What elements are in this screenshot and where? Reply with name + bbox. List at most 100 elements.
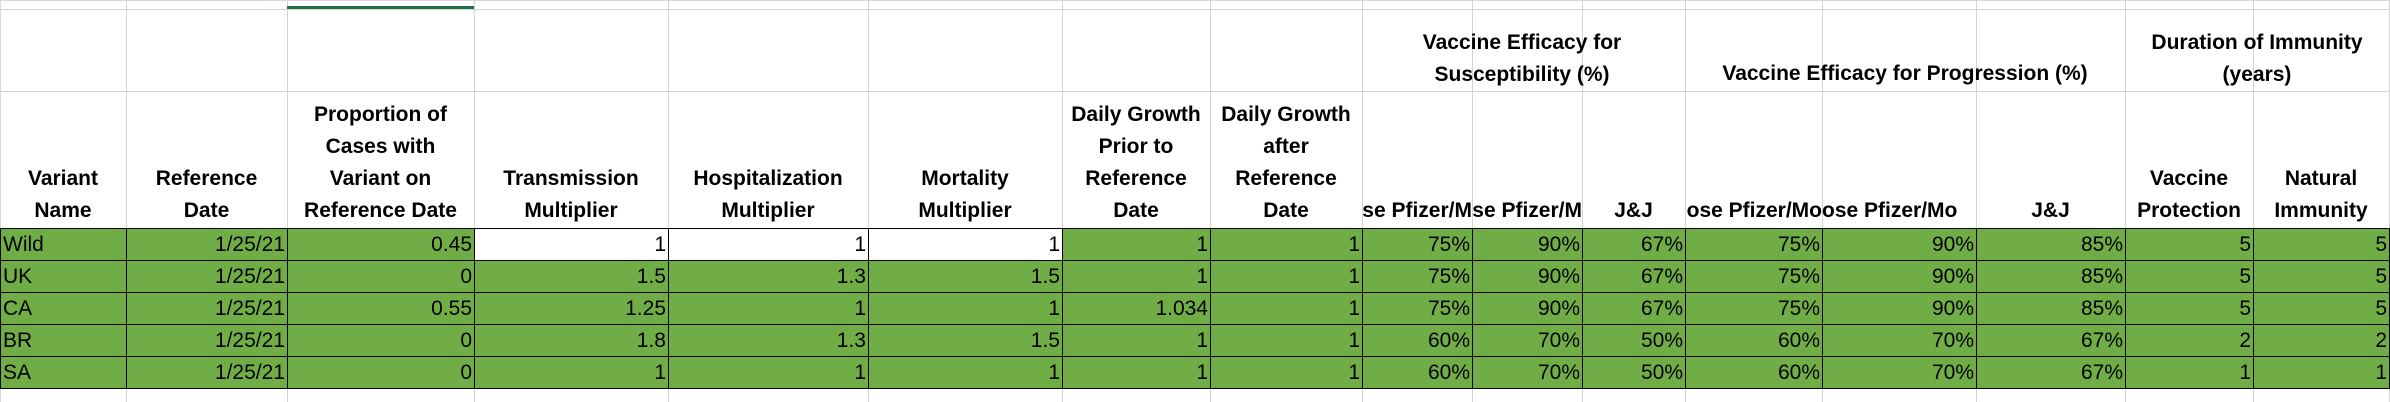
cell-susceptibility-pfizer-1[interactable]: 75%	[1362, 228, 1473, 261]
cell-date[interactable]: 1/25/21	[126, 260, 288, 293]
cell-vaccine-protection[interactable]: 2	[2125, 324, 2254, 357]
cell-date[interactable]: 1/25/21	[126, 228, 288, 261]
group-header-progression[interactable]: Vaccine Efficacy for Progression (%)	[1722, 62, 2088, 85]
cell-growth-prior[interactable]: 1	[1062, 228, 1211, 261]
cell-hospitalization[interactable]: 1	[668, 356, 869, 389]
cell-progression-pfizer-1[interactable]: 75%	[1685, 260, 1823, 293]
cell-mortality[interactable]: 1.5	[868, 260, 1063, 293]
header-progression-pfizer-2[interactable]: ose Pfizer/Mo	[1822, 199, 1958, 222]
cell-vaccine-protection[interactable]: 5	[2125, 228, 2254, 261]
header-susceptibility-pfizer-1[interactable]: se Pfizer/M	[1362, 199, 1472, 222]
cell-natural-immunity[interactable]: 5	[2253, 292, 2390, 325]
cell-progression-jj[interactable]: 85%	[1976, 260, 2126, 293]
cell-growth-after[interactable]: 1	[1210, 324, 1363, 357]
header-vaccine-protection[interactable]: Vaccine Protection	[2137, 167, 2241, 222]
cell-mortality[interactable]: 1	[868, 292, 1063, 325]
cell-progression-jj[interactable]: 85%	[1976, 228, 2126, 261]
cell-natural-immunity[interactable]: 5	[2253, 260, 2390, 293]
cell-date[interactable]: 1/25/21	[126, 356, 288, 389]
cell-progression-pfizer-1[interactable]: 75%	[1685, 292, 1823, 325]
header-natural-immunity[interactable]: Natural Immunity	[2274, 167, 2368, 222]
cell-susceptibility-pfizer-2[interactable]: 70%	[1472, 324, 1583, 357]
cell-susceptibility-jj[interactable]: 67%	[1582, 292, 1686, 325]
cell-progression-pfizer-1[interactable]: 75%	[1685, 228, 1823, 261]
cell-date[interactable]: 1/25/21	[126, 292, 288, 325]
cell-date[interactable]: 1/25/21	[126, 324, 288, 357]
header-proportion[interactable]: Proportion of Cases with Variant on Refe…	[304, 103, 457, 222]
cell-growth-after[interactable]: 1	[1210, 228, 1363, 261]
cell-mortality[interactable]: 1	[868, 228, 1063, 261]
cell-growth-after[interactable]: 1	[1210, 292, 1363, 325]
cell-growth-after[interactable]: 1	[1210, 260, 1363, 293]
cell-progression-pfizer-1[interactable]: 60%	[1685, 356, 1823, 389]
cell-mortality[interactable]: 1.5	[868, 324, 1063, 357]
cell-susceptibility-pfizer-2[interactable]: 90%	[1472, 260, 1583, 293]
cell-hospitalization[interactable]: 1	[668, 292, 869, 325]
header-growth-prior[interactable]: Daily Growth Prior to Reference Date	[1071, 103, 1201, 222]
cell-susceptibility-pfizer-1[interactable]: 60%	[1362, 356, 1473, 389]
cell-progression-jj[interactable]: 67%	[1976, 356, 2126, 389]
cell-transmission[interactable]: 1.5	[474, 260, 669, 293]
cell-progression-pfizer-2[interactable]: 90%	[1822, 292, 1977, 325]
cell-proportion[interactable]: 0.45	[287, 228, 475, 261]
cell-growth-after[interactable]: 1	[1210, 356, 1363, 389]
cell-vaccine-protection[interactable]: 1	[2125, 356, 2254, 389]
header-transmission-multiplier[interactable]: Transmission Multiplier	[503, 167, 639, 222]
cell-mortality[interactable]: 1	[868, 356, 1063, 389]
cell-natural-immunity[interactable]: 2	[2253, 324, 2390, 357]
cell-name[interactable]: BR	[0, 324, 127, 357]
group-header-immunity[interactable]: Duration of Immunity (years)	[2151, 31, 2363, 86]
cell-vaccine-protection[interactable]: 5	[2125, 260, 2254, 293]
cell-susceptibility-jj[interactable]: 50%	[1582, 324, 1686, 357]
group-header-susceptibility[interactable]: Vaccine Efficacy for Susceptibility (%)	[1422, 31, 1622, 86]
cell-transmission[interactable]: 1.25	[474, 292, 669, 325]
cell-name[interactable]: UK	[0, 260, 127, 293]
cell-growth-prior[interactable]: 1.034	[1062, 292, 1211, 325]
header-progression-jj[interactable]: J&J	[2031, 199, 2070, 222]
cell-transmission[interactable]: 1	[474, 228, 669, 261]
cell-transmission[interactable]: 1.8	[474, 324, 669, 357]
cell-susceptibility-jj[interactable]: 50%	[1582, 356, 1686, 389]
header-hospitalization-multiplier[interactable]: Hospitalization Multiplier	[693, 167, 843, 222]
cell-progression-jj[interactable]: 85%	[1976, 292, 2126, 325]
cell-susceptibility-jj[interactable]: 67%	[1582, 260, 1686, 293]
cell-progression-pfizer-1[interactable]: 60%	[1685, 324, 1823, 357]
header-reference-date[interactable]: Reference Date	[155, 167, 258, 222]
cell-susceptibility-pfizer-1[interactable]: 75%	[1362, 260, 1473, 293]
cell-hospitalization[interactable]: 1.3	[668, 324, 869, 357]
header-variant-name[interactable]: Variant Name	[27, 167, 99, 222]
cell-proportion[interactable]: 0.55	[287, 292, 475, 325]
cell-name[interactable]: Wild	[0, 228, 127, 261]
cell-susceptibility-pfizer-2[interactable]: 90%	[1472, 228, 1583, 261]
cell-proportion[interactable]: 0	[287, 356, 475, 389]
cell-susceptibility-pfizer-1[interactable]: 75%	[1362, 292, 1473, 325]
cell-natural-immunity[interactable]: 5	[2253, 228, 2390, 261]
cell-susceptibility-pfizer-1[interactable]: 60%	[1362, 324, 1473, 357]
cell-hospitalization[interactable]: 1.3	[668, 260, 869, 293]
header-susceptibility-pfizer-2[interactable]: se Pfizer/M	[1472, 199, 1582, 222]
cell-susceptibility-pfizer-2[interactable]: 70%	[1472, 356, 1583, 389]
header-mortality-multiplier[interactable]: Mortality Multiplier	[918, 167, 1012, 222]
cell-transmission[interactable]: 1	[474, 356, 669, 389]
cell-progression-jj[interactable]: 67%	[1976, 324, 2126, 357]
cell-growth-prior[interactable]: 1	[1062, 324, 1211, 357]
cell-progression-pfizer-2[interactable]: 70%	[1822, 324, 1977, 357]
cell-natural-immunity[interactable]: 1	[2253, 356, 2390, 389]
cell-proportion[interactable]: 0	[287, 324, 475, 357]
cell-growth-prior[interactable]: 1	[1062, 260, 1211, 293]
cell-susceptibility-jj[interactable]: 67%	[1582, 228, 1686, 261]
cell-growth-prior[interactable]: 1	[1062, 356, 1211, 389]
cell-progression-pfizer-2[interactable]: 90%	[1822, 260, 1977, 293]
header-progression-pfizer-1[interactable]: ose Pfizer/Mo	[1686, 199, 1822, 222]
cell-hospitalization[interactable]: 1	[668, 228, 869, 261]
header-susceptibility-jj[interactable]: J&J	[1614, 199, 1653, 222]
cell-vaccine-protection[interactable]: 5	[2125, 292, 2254, 325]
cell-name[interactable]: SA	[0, 356, 127, 389]
cell-progression-pfizer-2[interactable]: 90%	[1822, 228, 1977, 261]
cell-susceptibility-pfizer-2[interactable]: 90%	[1472, 292, 1583, 325]
cell-progression-pfizer-2[interactable]: 70%	[1822, 356, 1977, 389]
header-growth-after[interactable]: Daily Growth after Reference Date	[1221, 103, 1351, 222]
cell-name[interactable]: CA	[0, 292, 127, 325]
cell-proportion[interactable]: 0	[287, 260, 475, 293]
